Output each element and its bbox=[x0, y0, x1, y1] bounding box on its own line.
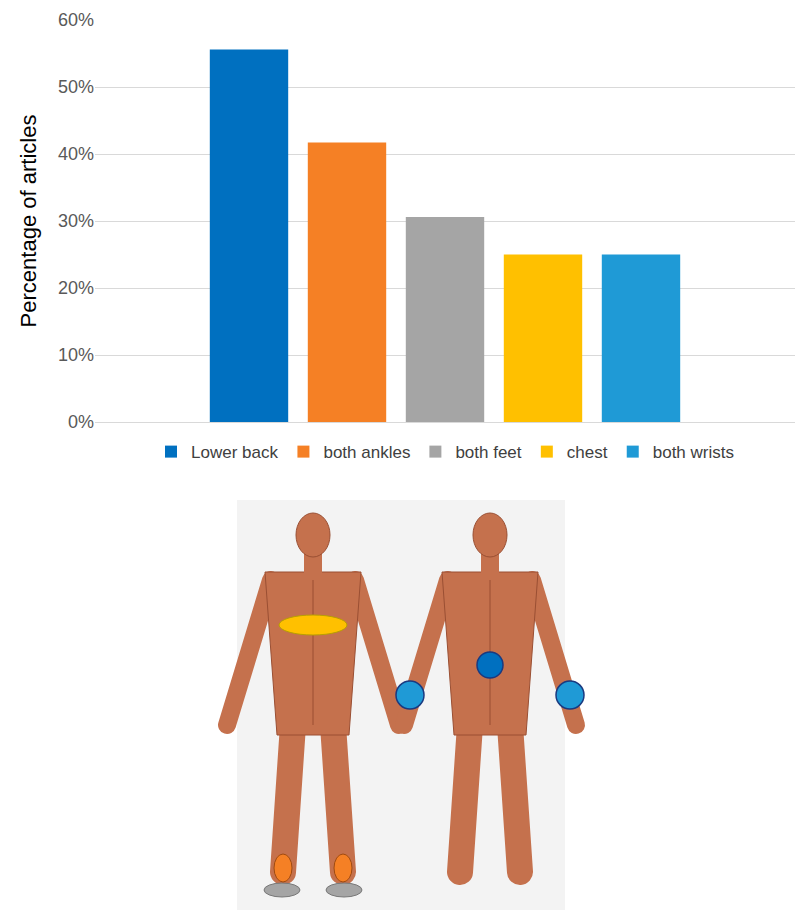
svg-text:Percentage of articles: Percentage of articles bbox=[16, 115, 41, 328]
svg-text:50%: 50% bbox=[58, 77, 94, 97]
svg-text:both wrists: both wrists bbox=[653, 443, 734, 462]
svg-text:40%: 40% bbox=[58, 144, 94, 164]
svg-text:30%: 30% bbox=[58, 211, 94, 231]
svg-text:chest: chest bbox=[567, 443, 608, 462]
svg-text:20%: 20% bbox=[58, 278, 94, 298]
svg-text:0%: 0% bbox=[68, 412, 94, 432]
svg-text:both feet: both feet bbox=[455, 443, 521, 462]
svg-text:60%: 60% bbox=[58, 10, 94, 30]
svg-text:10%: 10% bbox=[58, 345, 94, 365]
svg-text:both ankles: both ankles bbox=[323, 443, 410, 462]
svg-text:Lower back: Lower back bbox=[191, 443, 278, 462]
